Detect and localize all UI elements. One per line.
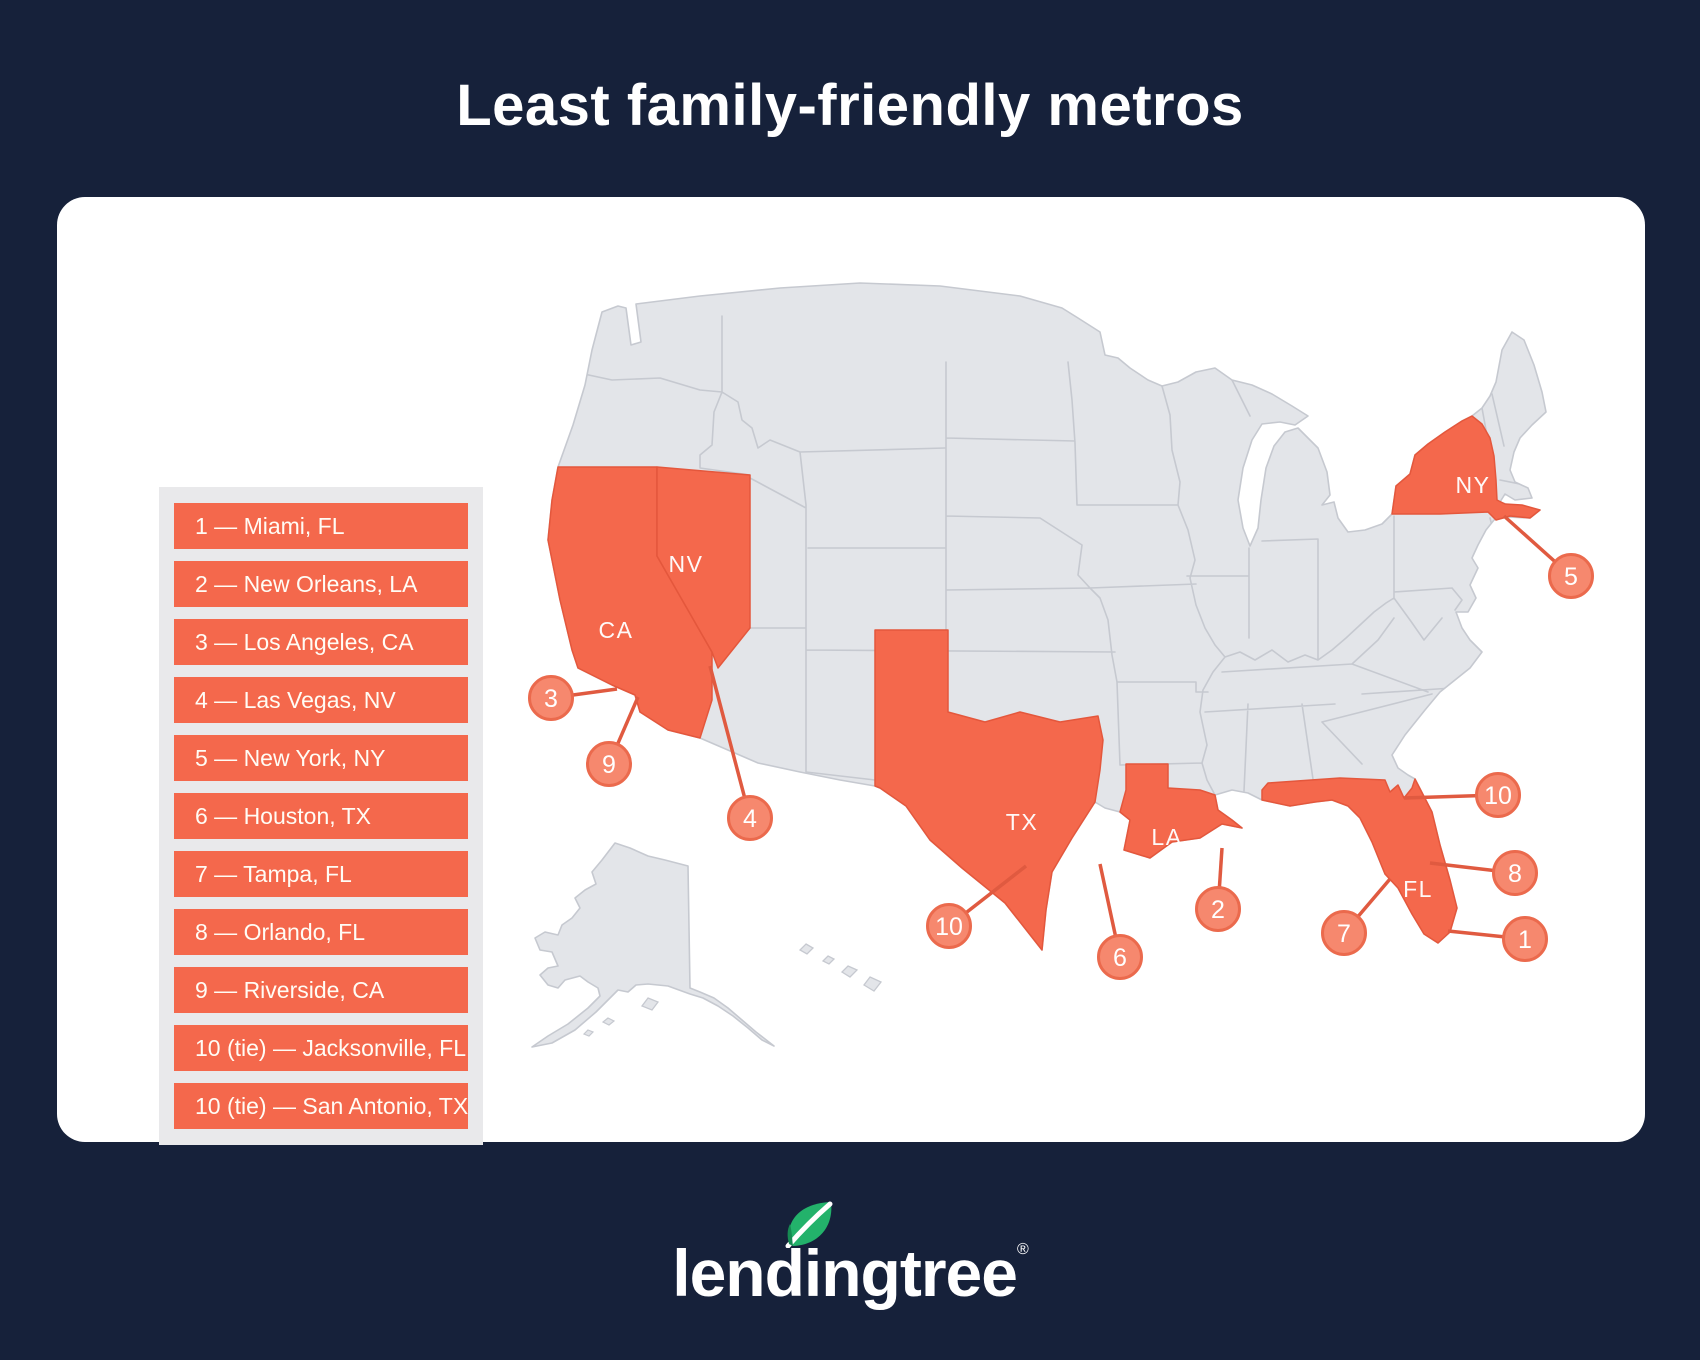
page-title: Least family-friendly metros [456,73,1244,138]
rank-marker-number: 6 [1113,944,1127,972]
rank-marker-number: 3 [544,685,558,713]
state-texas [874,629,1104,951]
state-new-york [1391,415,1541,521]
state-abbr-label: NY [1456,472,1491,498]
state-labels: NV CA TX LA FL NY [599,472,1491,902]
highlighted-states [547,415,1541,951]
rank-marker-circle [528,675,574,721]
state-nevada [656,466,751,669]
rank-item: 8 — Orlando, FL [174,909,468,955]
rank-marker-circle [1321,910,1367,956]
rank-item: 7 — Tampa, FL [174,851,468,897]
rank-marker-circle [1195,886,1241,932]
rank-item: 1 — Miami, FL [174,503,468,549]
rank-marker-circle [586,741,632,787]
rank-marker-number: 2 [1211,896,1225,924]
rank-marker-number: 9 [602,751,616,779]
logo-text: lendingtree® [672,1236,1028,1310]
state-abbr-label: CA [599,617,634,643]
ranking-panel: 1 — Miami, FL 2 — New Orleans, LA 3 — Los … [159,487,483,1145]
rank-item: 9 — Riverside, CA [174,967,468,1013]
rank-item: 5 — New York, NY [174,735,468,781]
marker-connector-line [708,665,752,819]
rank-item: 4 — Las Vegas, NV [174,677,468,723]
islands-aleutian [582,1017,616,1037]
rank-markers: 1 2 3 4 5 6 7 8 9 10 10 [528,553,1594,980]
rank-item: 6 — Houston, TX [174,793,468,839]
state-hawaii [798,943,883,992]
island-kodiak [640,997,660,1011]
state-abbr-label: TX [1006,809,1038,835]
leaf-icon [785,1201,833,1248]
state-abbr-label: FL [1403,876,1433,902]
rank-marker-circle [1502,916,1548,962]
rank-marker-number: 4 [743,805,757,833]
rank-marker-number: 1 [1518,926,1532,954]
rank-marker-number: 7 [1337,920,1351,948]
state-abbr-label: LA [1151,824,1182,850]
state-abbr-label: NV [669,551,704,577]
rank-marker-circle [727,795,773,841]
state-alaska [531,842,775,1048]
rank-marker-number: 5 [1564,563,1578,591]
rank-marker-number: 10 [935,913,963,941]
rank-item: 10 (tie) — San Antonio, TX [174,1083,468,1129]
rank-marker-number: 8 [1508,860,1522,888]
state-borders [574,315,1531,796]
rank-item: 2 — New Orleans, LA [174,561,468,607]
ranking-list: 1 — Miami, FL 2 — New Orleans, LA 3 — Los … [174,503,468,1141]
rank-marker-circle [926,903,972,949]
rank-item: 3 — Los Angeles, CA [174,619,468,665]
rank-marker-circle [1097,934,1143,980]
registered-mark: ® [1016,1241,1029,1258]
rank-marker-circle [1475,772,1521,818]
rank-marker-circle [1492,850,1538,896]
state-louisiana [1119,763,1243,859]
rank-marker-circle [1548,553,1594,599]
us-map: NV CA TX LA FL NY 1 2 3 4 5 6 7 8 9 10 10 [528,282,1594,1048]
lendingtree-logo: lendingtree® [0,1201,1700,1326]
rank-item: 10 (tie) — Jacksonville, FL [174,1025,468,1071]
rank-marker-number: 10 [1484,782,1512,810]
